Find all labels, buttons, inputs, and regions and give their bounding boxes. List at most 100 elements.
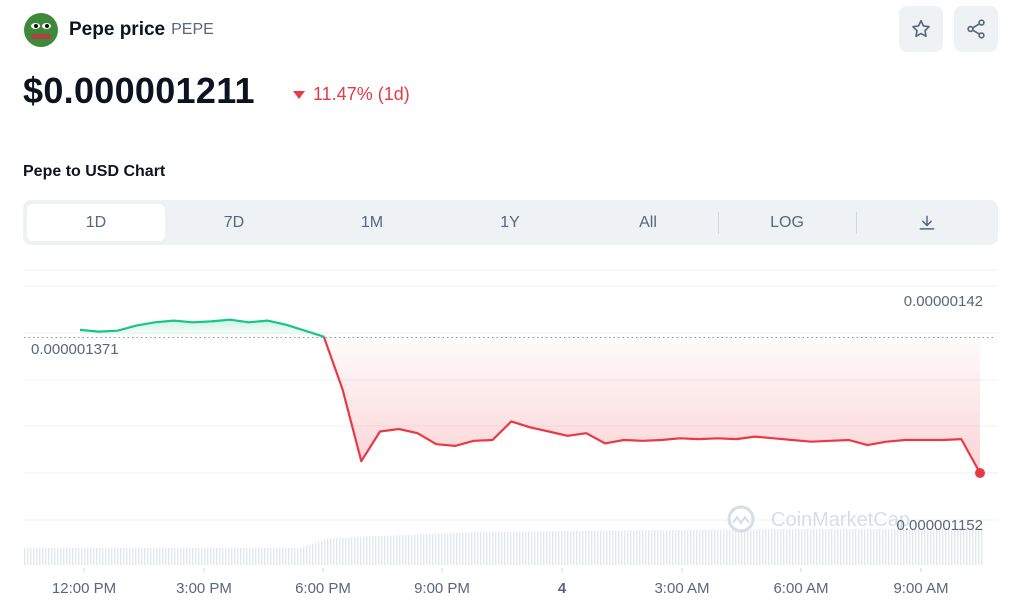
volume-bar	[843, 529, 845, 565]
volume-bar	[405, 535, 407, 565]
volume-bar	[711, 529, 713, 565]
volume-bar	[834, 529, 836, 565]
volume-bar	[375, 536, 377, 565]
volume-bars	[24, 529, 983, 565]
up-area	[80, 319, 325, 338]
volume-bar	[855, 529, 857, 565]
volume-bar	[273, 548, 275, 565]
volume-bar	[945, 529, 947, 565]
volume-bar	[942, 529, 944, 565]
volume-bar	[801, 529, 803, 565]
volume-bar	[345, 537, 347, 565]
volume-bar	[636, 530, 638, 565]
volume-bar	[936, 529, 938, 565]
volume-bar	[300, 548, 302, 565]
volume-bar	[108, 548, 110, 565]
volume-bar	[810, 529, 812, 565]
volume-bar	[459, 532, 461, 565]
volume-bar	[510, 531, 512, 565]
tab-log[interactable]: LOG	[770, 213, 804, 231]
volume-bar	[414, 534, 416, 565]
volume-bar	[762, 529, 764, 565]
volume-bar	[648, 530, 650, 565]
volume-bar	[393, 535, 395, 565]
volume-bar	[759, 529, 761, 565]
watchlist-button[interactable]	[899, 6, 943, 52]
price-change-value: 11.47% (1d)	[313, 84, 410, 104]
volume-bar	[360, 536, 362, 565]
volume-bar	[531, 531, 533, 565]
volume-bar	[417, 534, 419, 565]
volume-bar	[54, 548, 56, 565]
volume-bar	[471, 531, 473, 565]
volume-bar	[45, 548, 47, 565]
volume-bar	[423, 534, 425, 565]
tab-1y[interactable]: 1Y	[500, 213, 520, 231]
volume-bar	[879, 529, 881, 565]
volume-bar	[495, 531, 497, 565]
volume-bar	[840, 529, 842, 565]
volume-bar	[339, 537, 341, 565]
volume-bar	[204, 548, 206, 565]
volume-bar	[87, 548, 89, 565]
volume-bar	[702, 529, 704, 565]
volume-bar	[438, 533, 440, 565]
coinmarketcap-logo-icon	[727, 505, 755, 533]
price-change: 11.47% (1d)	[293, 84, 410, 105]
share-button[interactable]	[954, 6, 998, 52]
tab-1m[interactable]: 1M	[360, 213, 384, 231]
volume-bar	[240, 548, 242, 565]
volume-bar	[561, 531, 563, 565]
tab-all[interactable]: All	[639, 213, 657, 231]
volume-bar	[135, 548, 137, 565]
volume-bar	[84, 548, 86, 565]
volume-bar	[807, 529, 809, 565]
volume-bar	[534, 531, 536, 565]
volume-bar	[771, 529, 773, 565]
volume-bar	[222, 548, 224, 565]
volume-bar	[891, 529, 893, 565]
volume-bar	[174, 548, 176, 565]
volume-bar	[729, 529, 731, 565]
volume-bar	[486, 531, 488, 565]
volume-bar	[960, 529, 962, 565]
volume-bar	[792, 529, 794, 565]
volume-bar	[732, 529, 734, 565]
volume-bar	[957, 529, 959, 565]
price-chart[interactable]: 0.00000142 0.000001371 CoinMarketCap 0.0…	[0, 266, 1024, 610]
volume-bar	[381, 535, 383, 565]
volume-bar	[666, 530, 668, 565]
volume-bar	[507, 531, 509, 565]
tab-1d[interactable]: 1D	[27, 204, 165, 241]
tab-7d[interactable]: 7D	[223, 213, 245, 231]
download-button[interactable]	[858, 204, 996, 241]
volume-bar	[915, 529, 917, 565]
volume-bar	[402, 535, 404, 565]
caret-down-icon	[293, 90, 305, 99]
volume-bar	[291, 548, 293, 565]
volume-bar	[57, 548, 59, 565]
volume-bar	[696, 529, 698, 565]
volume-bar	[858, 529, 860, 565]
volume-bar	[159, 548, 161, 565]
volume-bar	[33, 548, 35, 565]
volume-bar	[600, 530, 602, 565]
volume-bar	[684, 529, 686, 565]
volume-bar	[555, 531, 557, 565]
volume-bar	[735, 529, 737, 565]
volume-bar	[819, 529, 821, 565]
volume-bar	[69, 548, 71, 565]
volume-bar	[114, 548, 116, 565]
volume-bar	[639, 530, 641, 565]
volume-bar	[195, 548, 197, 565]
volume-bar	[336, 537, 338, 565]
volume-bar	[465, 532, 467, 565]
chart-areas	[80, 319, 981, 473]
volume-bar	[333, 537, 335, 565]
volume-bar	[111, 548, 113, 565]
volume-bar	[975, 529, 977, 565]
volume-bar	[42, 548, 44, 565]
volume-bar	[183, 548, 185, 565]
volume-bar	[828, 529, 830, 565]
volume-bar	[831, 529, 833, 565]
